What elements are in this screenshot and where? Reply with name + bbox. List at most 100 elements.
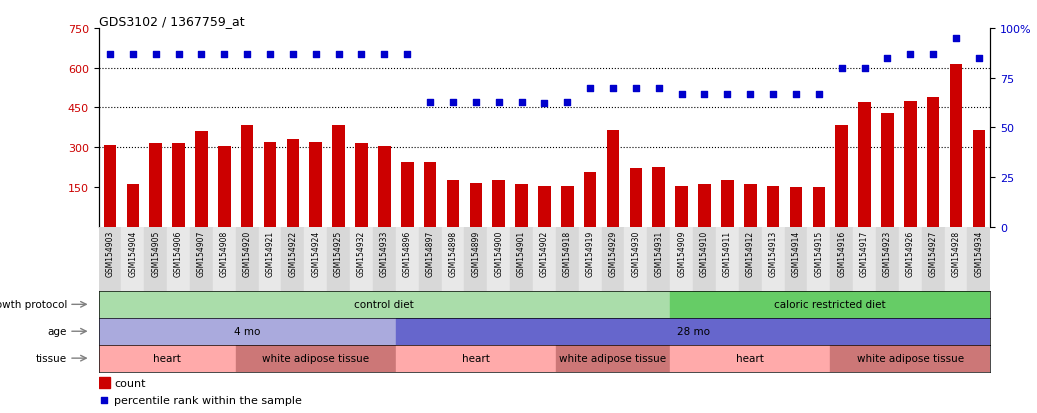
Point <box>948 36 964 42</box>
Text: GSM154898: GSM154898 <box>448 230 457 276</box>
Text: percentile rank within the sample: percentile rank within the sample <box>114 395 302 405</box>
Bar <box>693 227 716 291</box>
Bar <box>721 181 733 227</box>
Bar <box>652 168 665 227</box>
Bar <box>195 132 207 227</box>
Point <box>811 91 828 97</box>
Text: GSM154903: GSM154903 <box>106 230 114 277</box>
Text: white adipose tissue: white adipose tissue <box>262 353 369 363</box>
Bar <box>927 97 940 227</box>
Point <box>124 51 141 58</box>
Text: heart: heart <box>153 353 181 363</box>
Text: GSM154912: GSM154912 <box>746 230 755 276</box>
Point <box>102 51 118 58</box>
Point <box>559 99 576 106</box>
Text: GSM154896: GSM154896 <box>402 230 412 276</box>
Text: GSM154908: GSM154908 <box>220 230 229 276</box>
Bar <box>876 227 899 291</box>
Bar <box>99 345 235 372</box>
Bar <box>808 227 831 291</box>
Point <box>627 85 644 92</box>
Text: GSM154926: GSM154926 <box>905 230 915 276</box>
Point <box>307 51 324 58</box>
Bar <box>127 185 139 227</box>
Text: GSM154924: GSM154924 <box>311 230 320 276</box>
Bar <box>218 147 230 227</box>
Point <box>582 85 598 92</box>
Text: GSM154929: GSM154929 <box>609 230 617 276</box>
Point <box>741 91 758 97</box>
Point <box>445 99 461 106</box>
Bar <box>831 345 990 372</box>
Bar <box>716 227 738 291</box>
Text: GSM154923: GSM154923 <box>882 230 892 276</box>
Bar <box>624 227 647 291</box>
Bar <box>738 227 761 291</box>
Bar <box>556 227 579 291</box>
Bar <box>470 183 482 227</box>
Bar <box>556 345 670 372</box>
Bar <box>396 227 419 291</box>
Bar <box>149 144 162 227</box>
Bar <box>351 227 373 291</box>
Bar <box>424 162 437 227</box>
Bar <box>281 227 304 291</box>
Bar <box>922 227 945 291</box>
Text: GSM154916: GSM154916 <box>837 230 846 276</box>
Bar <box>510 227 533 291</box>
Bar <box>766 186 780 227</box>
Text: GSM154899: GSM154899 <box>472 230 480 276</box>
Bar <box>831 227 853 291</box>
Point <box>422 99 439 106</box>
Bar <box>670 291 990 318</box>
Text: GSM154914: GSM154914 <box>791 230 801 276</box>
Text: GSM154901: GSM154901 <box>517 230 526 276</box>
Point <box>536 101 553 107</box>
Bar <box>859 103 871 227</box>
Bar <box>899 227 922 291</box>
Bar <box>396 318 990 345</box>
Bar <box>465 227 487 291</box>
Point <box>376 51 393 58</box>
Bar <box>836 126 848 227</box>
Bar <box>332 126 345 227</box>
Bar <box>950 64 962 227</box>
Bar <box>904 102 917 227</box>
Text: heart: heart <box>736 353 764 363</box>
Text: GSM154905: GSM154905 <box>151 230 160 277</box>
Bar <box>263 142 276 227</box>
Point <box>857 65 873 72</box>
Text: white adipose tissue: white adipose tissue <box>857 353 963 363</box>
Point <box>284 51 301 58</box>
Point <box>696 91 712 97</box>
Bar <box>493 181 505 227</box>
Bar <box>144 227 167 291</box>
Text: GSM154915: GSM154915 <box>814 230 823 276</box>
Text: control diet: control diet <box>355 299 414 310</box>
Text: caloric restricted diet: caloric restricted diet <box>775 299 886 310</box>
Bar <box>579 227 601 291</box>
Bar <box>396 345 556 372</box>
Text: GSM154909: GSM154909 <box>677 230 686 277</box>
Text: GSM154920: GSM154920 <box>243 230 252 276</box>
Point <box>834 65 850 72</box>
Point <box>491 99 507 106</box>
Text: GSM154919: GSM154919 <box>586 230 594 276</box>
Text: GSM154902: GSM154902 <box>540 230 549 276</box>
Bar <box>790 188 803 227</box>
Bar <box>785 227 808 291</box>
Bar <box>533 227 556 291</box>
Bar <box>213 227 235 291</box>
Text: growth protocol: growth protocol <box>0 299 67 310</box>
Text: GSM154925: GSM154925 <box>334 230 343 276</box>
Bar <box>356 144 368 227</box>
Bar <box>698 184 710 227</box>
Bar <box>584 173 596 227</box>
Text: count: count <box>114 378 145 388</box>
Bar <box>190 227 213 291</box>
Text: GSM154913: GSM154913 <box>768 230 778 276</box>
Point <box>261 51 278 58</box>
Bar <box>675 186 688 227</box>
Point <box>673 91 690 97</box>
Bar <box>442 227 465 291</box>
